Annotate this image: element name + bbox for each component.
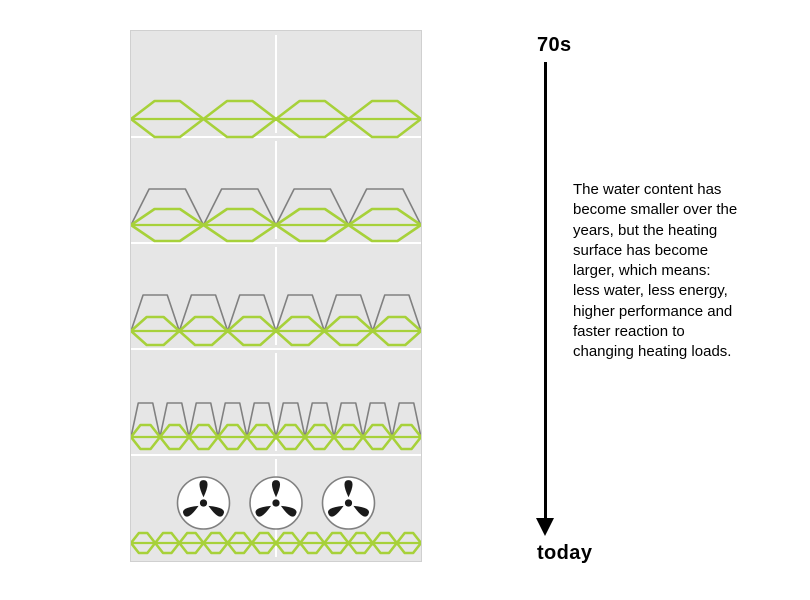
timeline-arrow-head xyxy=(536,518,554,536)
timeline-arrow-shaft xyxy=(544,62,547,518)
evolution-panel xyxy=(130,30,422,562)
panel-svg xyxy=(131,31,421,561)
timeline-label-bottom: today xyxy=(537,542,592,565)
description-text: The water content has become smaller ove… xyxy=(573,180,743,362)
infographic: 70s today The water content has become s… xyxy=(0,0,810,600)
timeline-label-top: 70s xyxy=(537,34,572,57)
